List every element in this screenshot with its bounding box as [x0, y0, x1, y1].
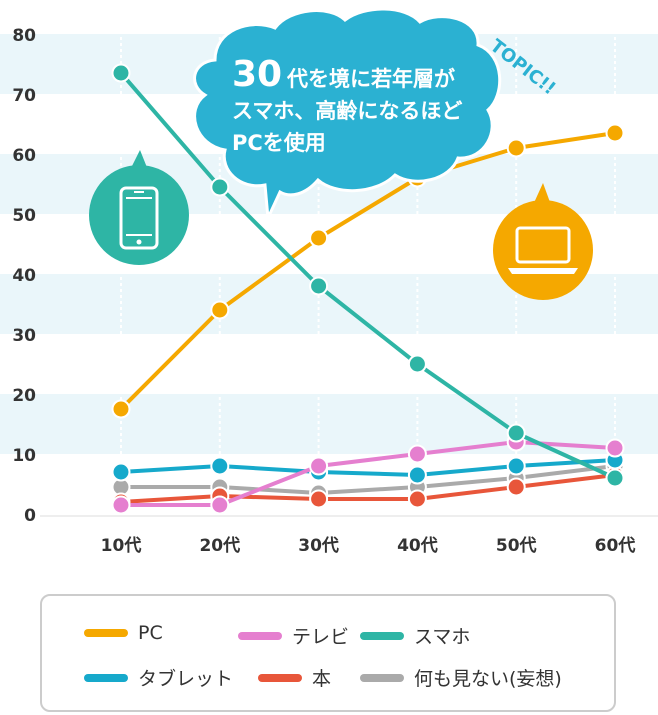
x-tick-label: 60代	[595, 535, 636, 556]
legend-item-nothing: 何も見ない(妄想)	[360, 664, 562, 691]
series-line-smartphone	[119, 71, 616, 480]
data-point-pc	[309, 228, 329, 248]
data-point-smartphone	[506, 423, 526, 443]
series-book	[111, 465, 625, 512]
legend-swatch-nothing	[360, 673, 404, 682]
legend-item-pc: PC	[84, 622, 163, 644]
legend-label-pc: PC	[138, 622, 163, 644]
x-tick-label: 30代	[298, 535, 339, 556]
legend-swatch-book	[258, 673, 302, 682]
data-point-tv	[210, 495, 230, 515]
y-tick-label: 30	[12, 326, 36, 346]
data-point-tablet	[111, 462, 131, 482]
data-point-pc	[506, 138, 526, 158]
chart-series	[111, 63, 625, 515]
legend-label-tv: テレビ	[292, 626, 350, 648]
y-tick-label: 70	[12, 86, 36, 106]
legend-swatch-tablet	[84, 673, 128, 682]
y-axis-ticks: 0 10 20 30 40 50 60 70 80	[12, 26, 36, 526]
legend-label-smartphone: スマホ	[414, 626, 471, 648]
series-line-book	[120, 473, 616, 504]
laptop-icon	[493, 183, 593, 300]
data-point-tv	[407, 444, 427, 464]
legend-label-nothing: 何も見ない(妄想)	[414, 668, 562, 690]
legend-label-tablet: タブレット	[138, 668, 234, 690]
y-tick-label: 0	[24, 506, 36, 526]
data-point-tablet	[210, 456, 230, 476]
data-point-pc	[210, 300, 230, 320]
legend-item-tablet: タブレット	[84, 664, 233, 691]
callout-line1-number: 30	[232, 54, 282, 95]
data-point-tv	[605, 438, 625, 458]
legend-item-tv: テレビ	[238, 622, 349, 649]
x-axis-ticks: 10代 20代 30代 40代 50代 60代	[101, 535, 636, 556]
y-tick-label: 50	[12, 206, 36, 226]
x-tick-label: 20代	[199, 535, 240, 556]
series-line-tv	[121, 440, 616, 507]
data-point-smartphone	[309, 276, 329, 296]
series-line-pc	[119, 131, 616, 411]
series-smartphone	[111, 63, 625, 488]
data-point-smartphone	[210, 177, 230, 197]
legend-swatch-pc	[84, 629, 128, 637]
data-point-tv	[111, 495, 131, 515]
data-point-tv	[309, 456, 329, 476]
series-line-tablet	[120, 458, 616, 477]
data-point-smartphone	[111, 63, 131, 83]
y-tick-label: 20	[12, 386, 36, 406]
data-point-book	[506, 477, 526, 497]
callout-line2: スマホ、高齢になるほど	[232, 99, 462, 123]
series-line-nothing	[121, 464, 616, 495]
legend-swatch-tv	[238, 631, 282, 640]
y-tick-label: 40	[12, 266, 36, 286]
y-tick-label: 60	[12, 146, 36, 166]
series-pc	[111, 123, 625, 419]
legend-label-book: 本	[312, 668, 332, 690]
data-point-smartphone	[605, 468, 625, 488]
callout-line3: PCを使用	[232, 131, 326, 155]
y-tick-label: 10	[12, 446, 36, 466]
legend-item-book: 本	[258, 664, 331, 691]
callout-bubble: 30 代を境に若年層が スマホ、高齢になるほど PCを使用	[193, 7, 502, 224]
data-point-book	[309, 489, 329, 509]
data-point-pc	[111, 399, 131, 419]
legend-item-smartphone: スマホ	[360, 622, 470, 649]
data-point-tablet	[506, 456, 526, 476]
x-tick-label: 10代	[101, 535, 142, 556]
y-tick-label: 80	[12, 26, 36, 46]
callout-line1-text: 代を境に若年層が	[286, 67, 455, 91]
x-tick-label: 40代	[397, 535, 438, 556]
legend-swatch-smartphone	[360, 631, 404, 640]
data-point-tablet	[407, 465, 427, 485]
data-point-book	[407, 489, 427, 509]
series-tablet	[111, 450, 625, 485]
data-point-pc	[605, 123, 625, 143]
data-point-smartphone	[407, 354, 427, 374]
smartphone-icon	[89, 150, 189, 265]
chart-legend: PC テレビ スマホ タブレット 本 何も見ない(妄想)	[40, 594, 616, 712]
x-tick-label: 50代	[496, 535, 537, 556]
